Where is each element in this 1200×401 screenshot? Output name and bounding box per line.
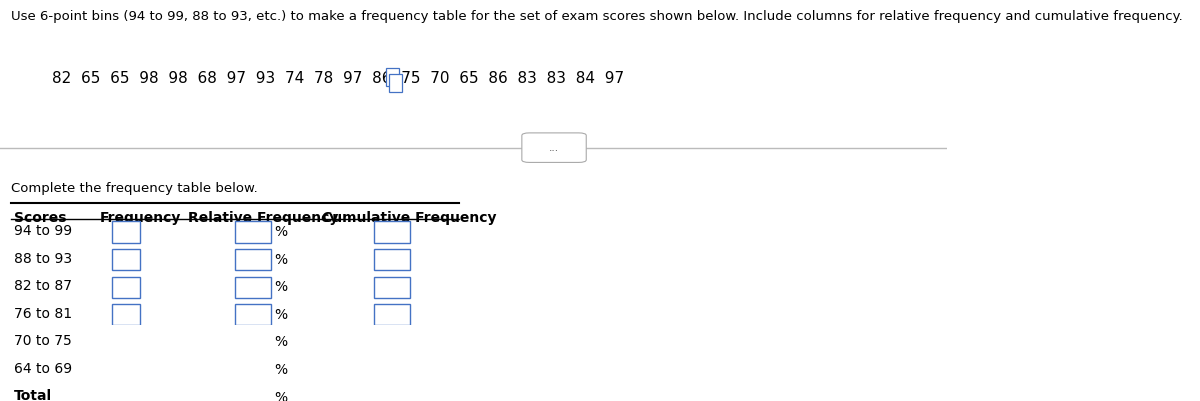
Text: %: % xyxy=(275,308,288,322)
Text: %: % xyxy=(275,280,288,294)
Text: ...: ... xyxy=(548,143,559,153)
FancyBboxPatch shape xyxy=(374,332,410,353)
FancyBboxPatch shape xyxy=(235,332,271,353)
FancyBboxPatch shape xyxy=(112,387,140,401)
FancyBboxPatch shape xyxy=(374,221,410,243)
FancyBboxPatch shape xyxy=(386,68,398,86)
FancyBboxPatch shape xyxy=(522,133,587,162)
Text: 88 to 93: 88 to 93 xyxy=(14,251,72,265)
FancyBboxPatch shape xyxy=(112,277,140,298)
Text: Frequency: Frequency xyxy=(100,211,181,225)
Text: 94 to 99: 94 to 99 xyxy=(14,224,72,238)
FancyBboxPatch shape xyxy=(112,359,140,381)
FancyBboxPatch shape xyxy=(112,332,140,353)
Text: Cumulative Frequency: Cumulative Frequency xyxy=(322,211,497,225)
FancyBboxPatch shape xyxy=(112,221,140,243)
Text: Use 6-point bins (94 to 99, 88 to 93, etc.) to make a frequency table for the se: Use 6-point bins (94 to 99, 88 to 93, et… xyxy=(11,10,1183,23)
Text: %: % xyxy=(275,335,288,349)
FancyBboxPatch shape xyxy=(374,359,410,381)
Text: 70 to 75: 70 to 75 xyxy=(14,334,72,348)
FancyBboxPatch shape xyxy=(112,249,140,270)
Text: Complete the frequency table below.: Complete the frequency table below. xyxy=(11,182,258,195)
Text: %: % xyxy=(275,253,288,267)
Text: 64 to 69: 64 to 69 xyxy=(14,362,72,376)
FancyBboxPatch shape xyxy=(235,249,271,270)
Text: 82 to 87: 82 to 87 xyxy=(14,279,72,293)
FancyBboxPatch shape xyxy=(374,387,410,401)
FancyBboxPatch shape xyxy=(235,359,271,381)
Text: Relative Frequency: Relative Frequency xyxy=(187,211,338,225)
FancyBboxPatch shape xyxy=(374,249,410,270)
FancyBboxPatch shape xyxy=(112,304,140,325)
Text: %: % xyxy=(275,225,288,239)
FancyBboxPatch shape xyxy=(374,277,410,298)
FancyBboxPatch shape xyxy=(235,277,271,298)
Text: 76 to 81: 76 to 81 xyxy=(14,307,72,321)
Text: Total: Total xyxy=(14,389,53,401)
FancyBboxPatch shape xyxy=(235,221,271,243)
FancyBboxPatch shape xyxy=(389,74,402,92)
FancyBboxPatch shape xyxy=(235,387,271,401)
Text: 82  65  65  98  98  68  97  93  74  78  97  86  75  70  65  86  83  83  84  97: 82 65 65 98 98 68 97 93 74 78 97 86 75 7… xyxy=(52,71,624,86)
Text: Scores: Scores xyxy=(14,211,67,225)
Text: %: % xyxy=(275,363,288,377)
FancyBboxPatch shape xyxy=(374,304,410,325)
FancyBboxPatch shape xyxy=(235,304,271,325)
Text: %: % xyxy=(275,391,288,401)
